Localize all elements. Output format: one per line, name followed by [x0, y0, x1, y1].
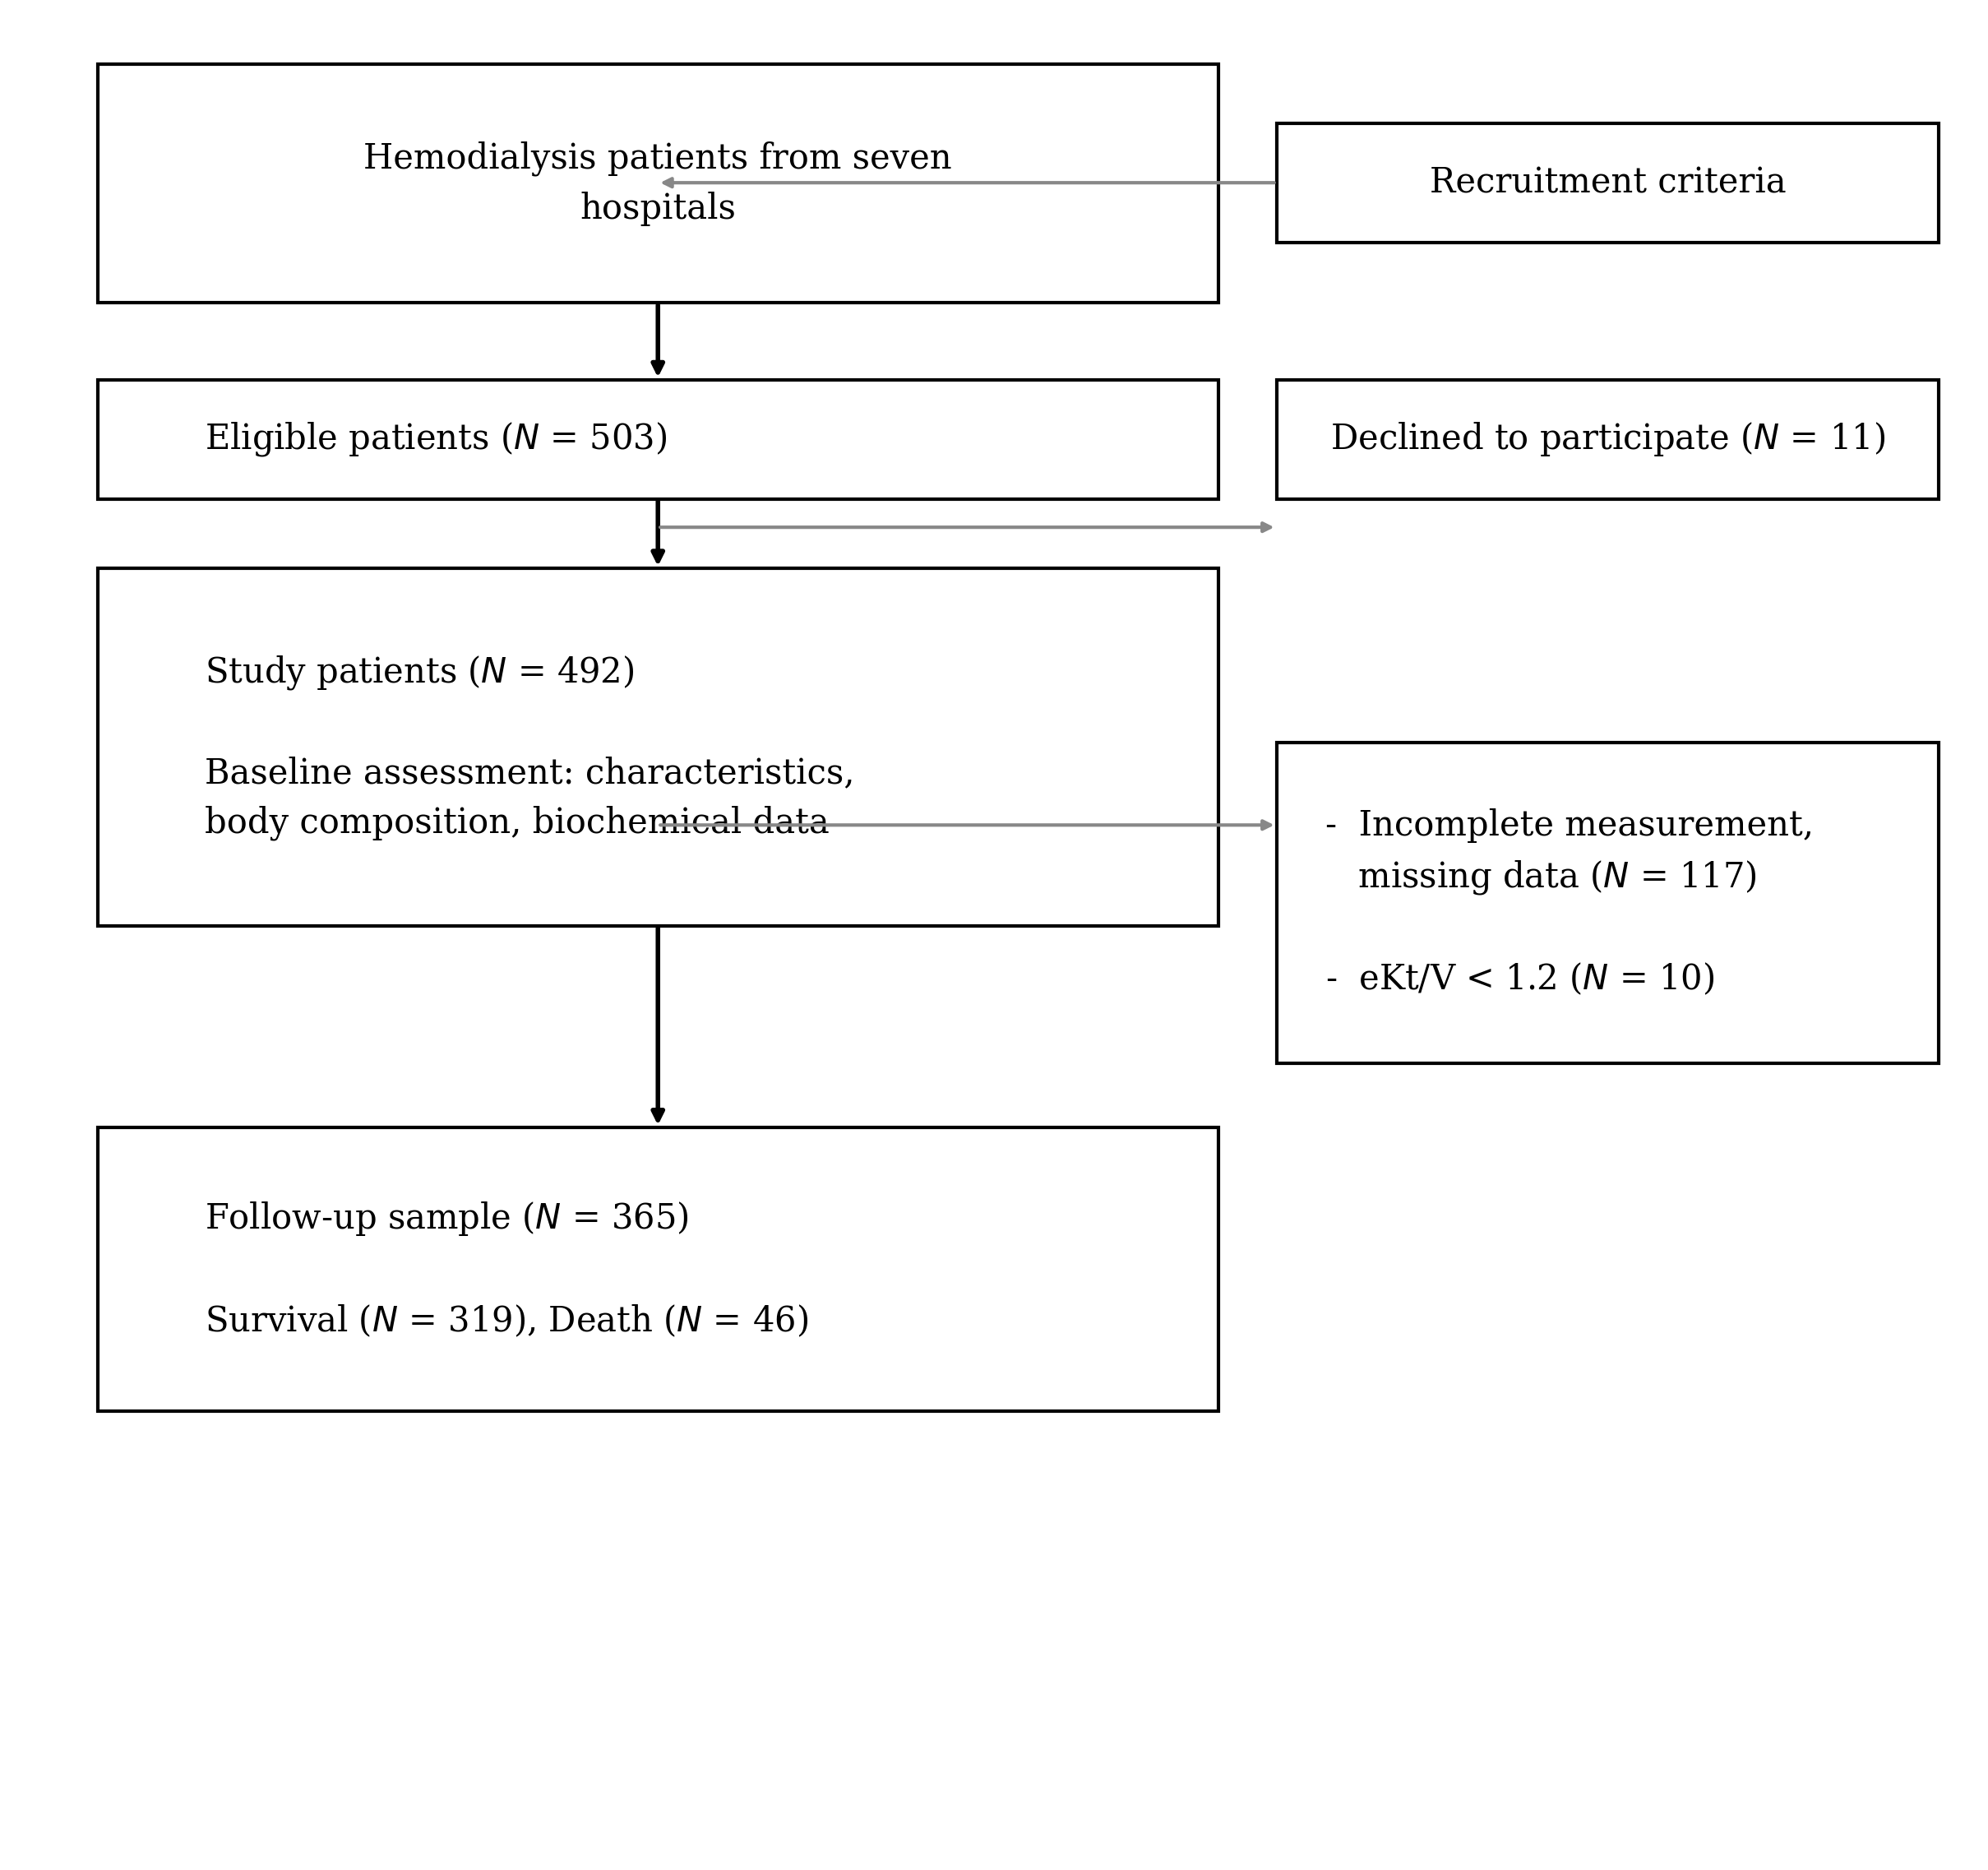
FancyBboxPatch shape	[97, 65, 1219, 303]
Text: Eligible patients ($\mathit{N}$ = 503): Eligible patients ($\mathit{N}$ = 503)	[205, 421, 668, 458]
Text: Study patients ($\mathit{N}$ = 492)

Baseline assessment: characteristics,
body : Study patients ($\mathit{N}$ = 492) Base…	[205, 654, 855, 840]
Text: Follow-up sample ($\mathit{N}$ = 365)

Survival ($\mathit{N}$ = 319), Death ($\m: Follow-up sample ($\mathit{N}$ = 365) Su…	[205, 1201, 809, 1339]
FancyBboxPatch shape	[97, 1128, 1219, 1412]
FancyBboxPatch shape	[1276, 123, 1938, 243]
Text: Declined to participate ($\mathit{N}$ = 11): Declined to participate ($\mathit{N}$ = …	[1330, 421, 1885, 458]
FancyBboxPatch shape	[97, 380, 1219, 499]
FancyBboxPatch shape	[97, 568, 1219, 926]
FancyBboxPatch shape	[1276, 380, 1938, 499]
Text: Recruitment criteria: Recruitment criteria	[1429, 165, 1785, 200]
FancyBboxPatch shape	[1276, 742, 1938, 1064]
Text: -  Incomplete measurement,
   missing data ($\mathit{N}$ = 117)

-  eKt/V < 1.2 : - Incomplete measurement, missing data (…	[1326, 808, 1813, 997]
Text: Hemodialysis patients from seven
hospitals: Hemodialysis patients from seven hospita…	[364, 142, 952, 226]
